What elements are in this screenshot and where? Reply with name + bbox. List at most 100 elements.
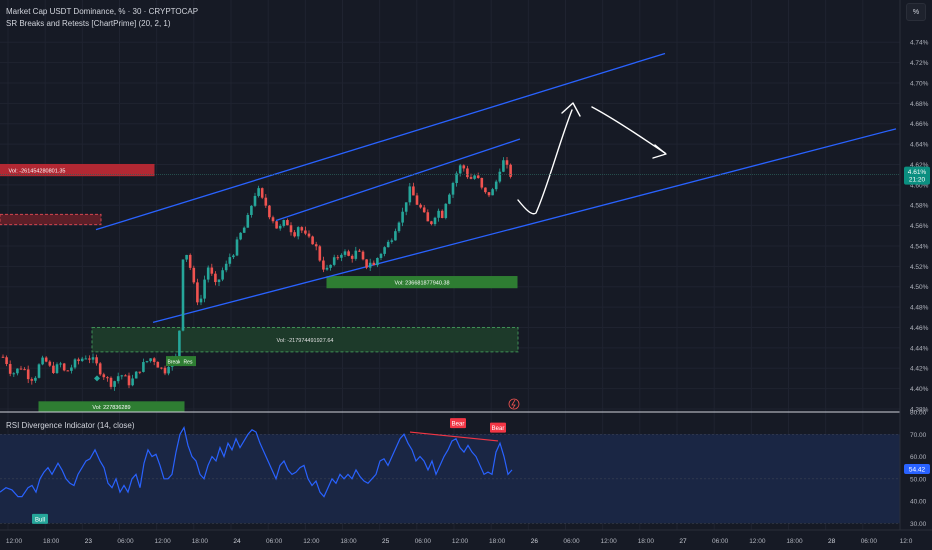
candle-body (358, 250, 361, 252)
time-tick-label: 06:00 (861, 538, 878, 545)
rsi-signal-badge (450, 418, 466, 429)
candle-body (376, 257, 379, 266)
indicator-legend[interactable]: SR Breaks and Retests [ChartPrime] (20, … (6, 19, 171, 28)
candle-body (124, 375, 127, 377)
candle-body (361, 251, 365, 260)
candle-body (314, 244, 318, 247)
candle-body (440, 210, 444, 218)
candle-body (48, 361, 52, 366)
drawn-arrowhead-down-icon (652, 144, 667, 159)
candle-body (66, 370, 70, 372)
candle-body (127, 375, 131, 386)
drawn-arrow-up (517, 109, 573, 215)
percent-scale-button[interactable]: % (906, 3, 926, 21)
candle-body (473, 175, 476, 179)
candle-body (347, 251, 350, 256)
time-tick-label: 28 (828, 538, 836, 545)
price-tick-label: 4.70% (910, 80, 929, 87)
candle-body (214, 273, 217, 283)
candle-body (354, 250, 358, 259)
candle-body (217, 279, 221, 283)
candle-body (55, 364, 59, 374)
candle-body (419, 204, 422, 208)
sr-zone (91, 326, 519, 353)
candle-body (250, 205, 253, 215)
candle-body (134, 371, 138, 379)
time-tick-label: 12:00 (749, 538, 766, 545)
candle-body (235, 239, 239, 256)
candle-body (26, 369, 30, 380)
rsi-tick-label: 40.00 (910, 499, 927, 506)
candle-body (350, 255, 354, 259)
time-tick-label: 23 (85, 538, 93, 545)
price-tick-label: 4.44% (910, 345, 929, 352)
candle-body (307, 233, 311, 237)
candle-body (203, 279, 206, 299)
candle-body (181, 259, 185, 331)
candle-body (430, 221, 433, 225)
rsi-tick-label: 70.00 (910, 432, 927, 439)
channel-line-lower (152, 128, 897, 323)
candle-body (487, 192, 491, 196)
price-tick-label: 4.46% (910, 325, 929, 332)
price-tick-label: 4.40% (910, 386, 929, 393)
candle-body (145, 361, 149, 363)
candle-body (228, 257, 232, 264)
rsi-line (0, 425, 513, 498)
drawn-arrowhead-up-icon (561, 102, 581, 117)
candle-body (257, 188, 260, 196)
candle-body (152, 358, 156, 362)
rsi-tick-label: 30.00 (910, 521, 927, 528)
symbol-title[interactable]: Market Cap USDT Dominance, % · 30 · CRYP… (6, 7, 199, 16)
candle-body (8, 364, 12, 374)
candle-body (433, 217, 437, 225)
candle-body (469, 177, 473, 179)
candle-body (426, 212, 430, 222)
candle-body (224, 263, 228, 271)
candle-body (480, 177, 484, 188)
price-tick-label: 4.50% (910, 284, 929, 291)
candle-body (131, 378, 134, 386)
candle-body (509, 164, 512, 177)
time-tick-label: 12:00 (303, 538, 320, 545)
candle-body (192, 267, 196, 283)
candle-body (282, 220, 286, 226)
candle-body (491, 189, 494, 196)
rsi-signal-badge (32, 513, 48, 524)
rsi-signal-label: Bear (452, 422, 465, 428)
candle-body (160, 367, 163, 369)
candle-body (77, 359, 80, 361)
candle-body (401, 211, 404, 223)
candle-body (383, 247, 386, 254)
candle-body (318, 246, 322, 261)
rsi-legend[interactable]: RSI Divergence Indicator (14, close) (6, 421, 135, 430)
candle-body (5, 357, 8, 365)
time-tick-label: 06:00 (712, 538, 729, 545)
candle-body (109, 377, 113, 387)
price-tick-label: 4.64% (910, 142, 929, 149)
candle-body (325, 267, 329, 270)
candle-body (37, 364, 41, 378)
price-tick-label: 4.58% (910, 203, 929, 210)
candle-body (462, 165, 466, 169)
time-tick-label: 18:00 (340, 538, 357, 545)
candle-body (1, 356, 5, 358)
candle-body (271, 217, 275, 222)
candle-body (23, 369, 26, 371)
candle-body (106, 377, 109, 379)
time-tick-label: 06:00 (117, 538, 134, 545)
time-tick-label: 18:00 (43, 538, 60, 545)
candle-body (329, 264, 332, 268)
time-tick-label: 06:00 (563, 538, 580, 545)
break-retest-badge (166, 356, 182, 367)
candle-body (12, 373, 16, 375)
candle-body (379, 253, 383, 258)
candle-body (102, 374, 106, 378)
candle-body (84, 358, 88, 360)
candle-body (253, 195, 257, 206)
time-tick-label: 18:00 (192, 538, 209, 545)
candle-body (264, 197, 268, 206)
sr-zone (0, 163, 155, 177)
time-tick-label: 06:00 (266, 538, 283, 545)
